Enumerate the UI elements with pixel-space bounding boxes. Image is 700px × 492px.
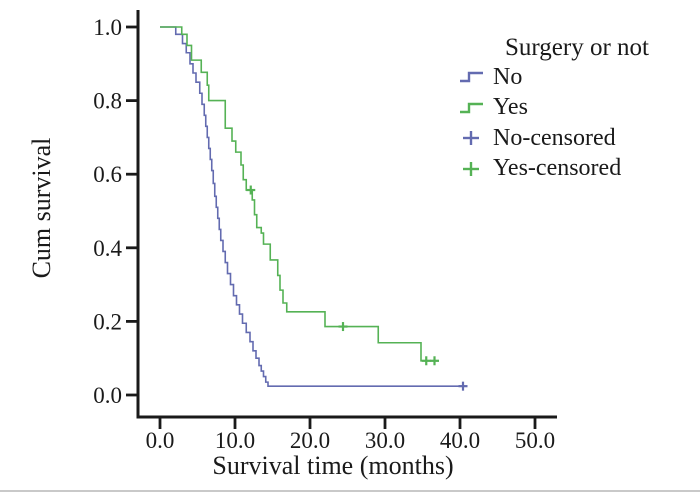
- legend-item: Yes: [458, 93, 649, 124]
- y-tick-label: 0.0: [93, 383, 122, 408]
- y-axis-title: Cum survival: [27, 137, 56, 279]
- x-tick-label: 50.0: [515, 428, 555, 453]
- x-tick-label: 20.0: [290, 428, 330, 453]
- x-tick-label: 0.0: [146, 428, 175, 453]
- y-tick-label: 1.0: [93, 15, 122, 40]
- y-tick-label: 0.2: [93, 309, 122, 334]
- x-tick-label: 30.0: [365, 428, 405, 453]
- legend-item: No: [458, 62, 649, 93]
- legend-plus-icon: [463, 161, 479, 176]
- legend-item: Yes-censored: [458, 154, 649, 185]
- legend-item-label: No: [493, 63, 523, 90]
- legend: Surgery or not No Yes No-censored Yes-censo…: [458, 33, 649, 184]
- legend-item: No-censored: [458, 123, 649, 154]
- y-tick-label: 0.8: [93, 89, 122, 114]
- series-no-line: [160, 26, 466, 387]
- legend-title: Surgery or not: [505, 34, 649, 61]
- x-axis-title: Survival time (months): [212, 451, 454, 480]
- legend-step-icon: [460, 102, 483, 113]
- y-tick-label: 0.4: [93, 236, 122, 261]
- series-yes-line: [160, 26, 439, 362]
- x-tick-label: 40.0: [440, 428, 480, 453]
- legend-item-label: No-censored: [493, 124, 616, 151]
- y-tick-label: 0.6: [93, 162, 122, 187]
- legend-step-icon: [460, 72, 483, 83]
- legend-items: No Yes No-censored Yes-censored: [458, 62, 649, 184]
- legend-plus-icon: [463, 131, 479, 146]
- legend-item-label: Yes: [493, 94, 528, 121]
- x-tick-label: 10.0: [215, 428, 255, 453]
- legend-item-label: Yes-censored: [493, 155, 622, 182]
